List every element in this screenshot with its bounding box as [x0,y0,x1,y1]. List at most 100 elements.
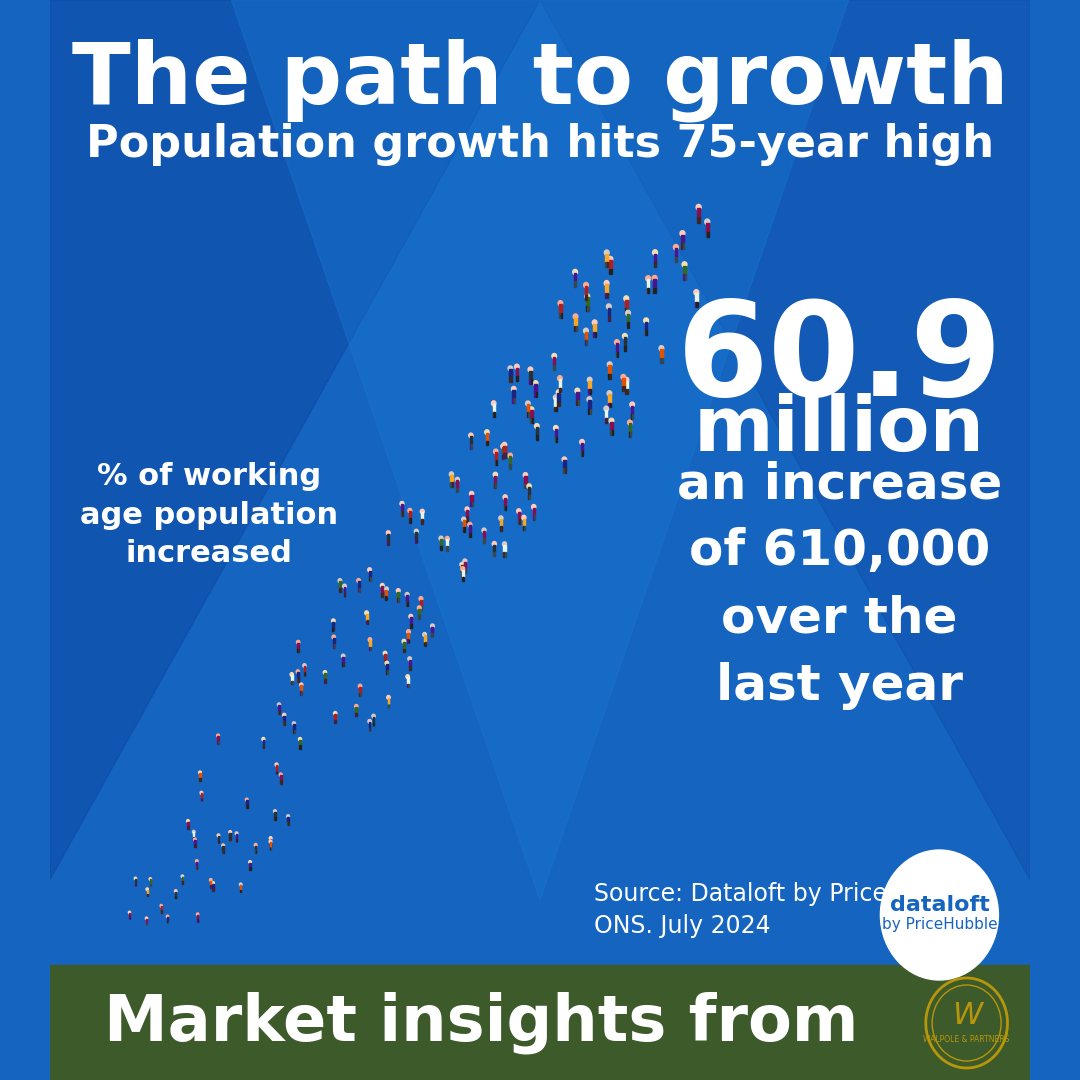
Bar [388,698,390,704]
Bar [684,274,685,280]
Bar [706,232,707,238]
Bar [706,222,708,232]
Circle shape [407,630,410,634]
Bar [625,308,626,313]
Bar [536,427,538,435]
Circle shape [210,879,212,881]
Bar [605,293,607,298]
Text: dataloft: dataloft [890,895,989,915]
Circle shape [278,703,281,706]
Circle shape [558,300,563,306]
Bar [324,673,326,679]
Text: an increase
of 610,000
over the
last year: an increase of 610,000 over the last yea… [677,460,1002,710]
Circle shape [461,567,464,571]
Bar [647,280,649,288]
Bar [605,409,607,418]
Circle shape [297,640,300,644]
Circle shape [572,269,578,274]
Bar [440,539,442,546]
Circle shape [880,850,998,980]
Bar [194,840,195,845]
Circle shape [245,798,248,801]
Bar [407,677,408,684]
Bar [645,322,647,330]
Circle shape [697,204,701,210]
Bar [384,654,386,660]
Circle shape [516,509,521,513]
Bar [593,324,596,332]
Bar [509,369,512,378]
Circle shape [431,624,434,629]
Circle shape [129,912,131,914]
Text: Market insights from: Market insights from [105,991,859,1054]
Circle shape [621,375,625,379]
Bar [193,833,194,837]
Bar [432,626,433,634]
Circle shape [291,673,294,676]
Circle shape [408,509,411,513]
Circle shape [644,318,648,323]
Bar [557,393,559,402]
Bar [450,475,453,483]
Bar [608,316,609,321]
Circle shape [659,346,664,351]
Circle shape [627,420,632,426]
Circle shape [187,820,189,823]
Bar [401,504,403,512]
Text: The path to growth: The path to growth [71,38,1009,122]
Circle shape [338,579,341,582]
Bar [407,633,409,639]
Bar [469,526,471,532]
Circle shape [624,377,629,382]
Bar [492,404,495,413]
Bar [584,295,585,299]
Bar [50,966,1030,1080]
Bar [280,775,282,781]
Bar [626,323,627,327]
Circle shape [615,340,619,345]
Bar [696,302,697,308]
Bar [607,262,608,268]
Bar [617,352,618,356]
Polygon shape [231,0,849,900]
Bar [586,297,589,306]
Circle shape [526,401,530,406]
Circle shape [562,457,567,462]
Circle shape [604,281,609,286]
Bar [461,566,463,572]
Text: 60.9: 60.9 [676,297,1002,423]
Bar [589,381,591,389]
Bar [576,282,577,286]
Circle shape [491,401,496,406]
Bar [532,508,535,515]
Bar [593,332,594,337]
Bar [181,877,183,881]
Bar [588,306,589,311]
Bar [610,422,612,430]
Circle shape [503,495,508,499]
Circle shape [420,510,424,514]
Bar [626,308,627,313]
Bar [463,562,465,569]
Bar [608,365,611,374]
Bar [166,917,168,921]
Bar [262,740,265,745]
Bar [683,243,684,248]
Bar [616,352,617,356]
Bar [625,299,627,308]
Circle shape [502,542,507,546]
Circle shape [485,430,489,434]
Circle shape [514,364,519,369]
Circle shape [175,890,177,892]
Circle shape [646,275,650,281]
Bar [676,257,677,262]
Circle shape [409,615,413,619]
Bar [381,586,383,593]
Circle shape [356,579,361,582]
Bar [175,892,176,895]
Circle shape [652,249,658,255]
Circle shape [406,675,409,678]
Circle shape [368,637,372,642]
Circle shape [261,738,265,741]
Bar [300,686,302,691]
